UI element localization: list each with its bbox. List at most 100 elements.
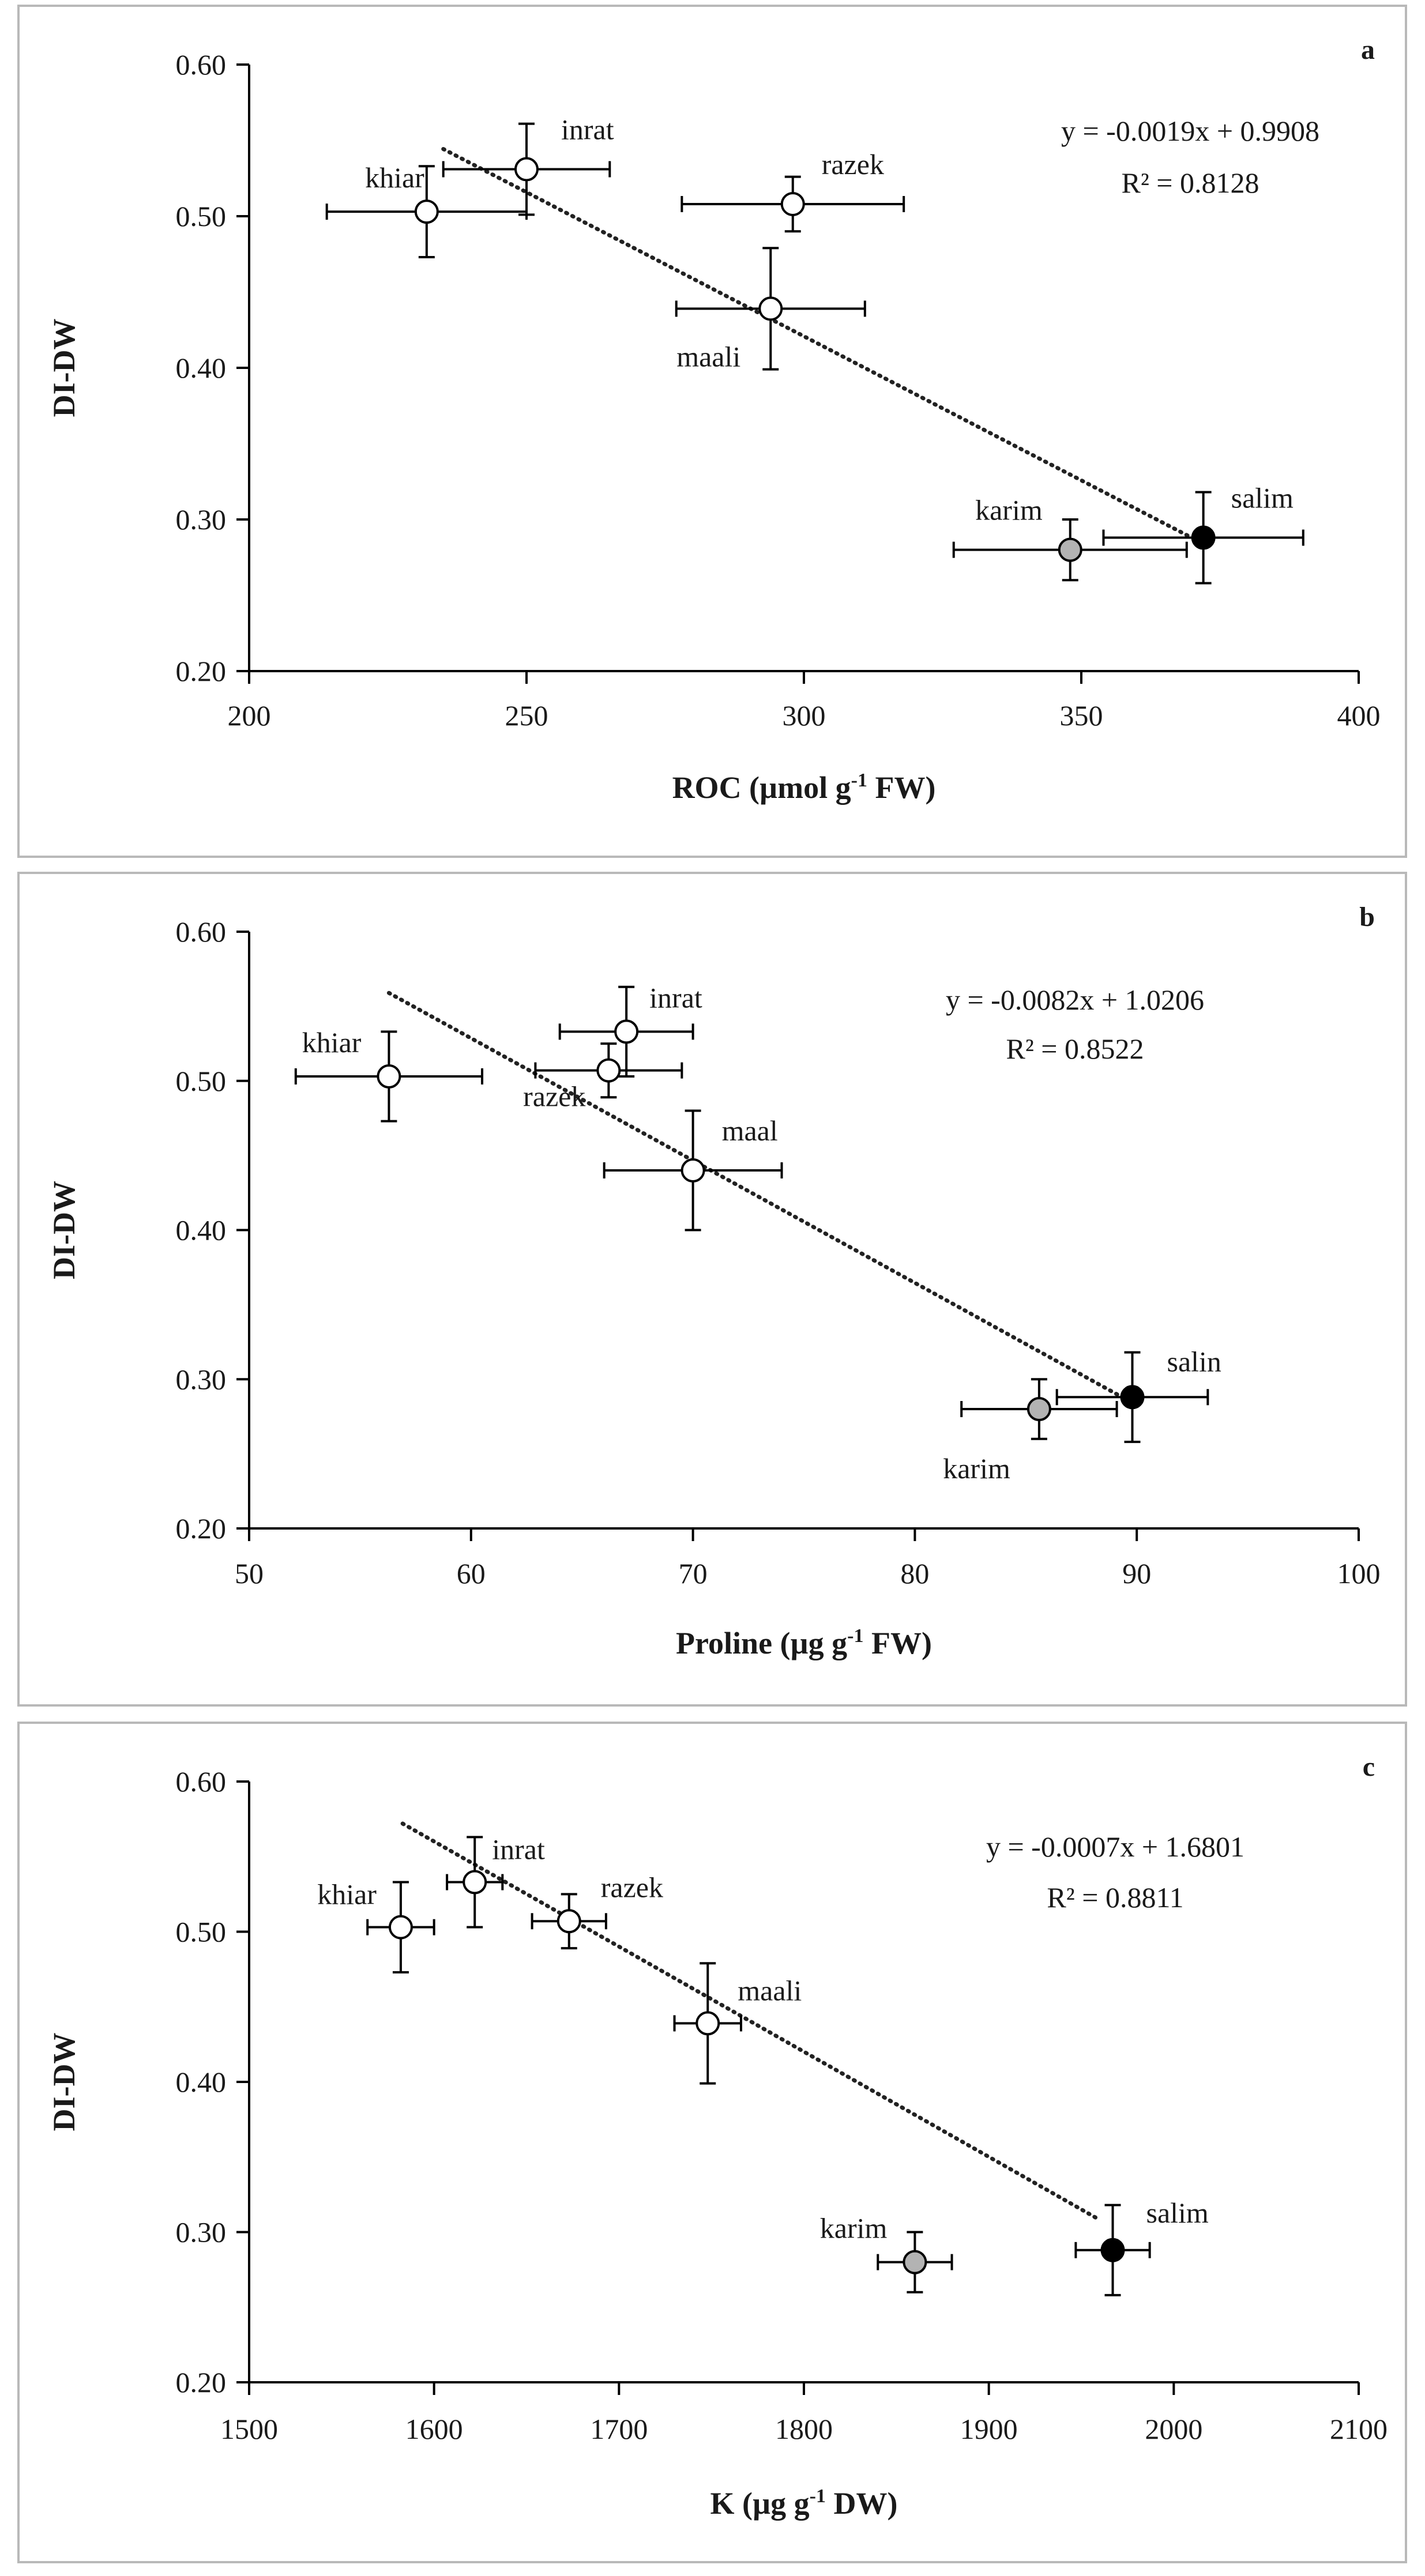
point-label-karim: karim xyxy=(975,494,1043,526)
point-label-inrat: inrat xyxy=(492,1833,545,1866)
data-point-maal xyxy=(680,1158,705,1182)
x-axis-title-superscript: -1 xyxy=(851,770,867,791)
y-tick-label: 0.20 xyxy=(176,655,227,687)
point-label-khiar: khiar xyxy=(317,1878,377,1911)
y-axis-title: DI-DW xyxy=(47,319,81,417)
data-point-razek xyxy=(557,1909,581,1934)
data-point-khiar xyxy=(388,1915,413,1939)
y-tick-label: 0.40 xyxy=(176,352,227,384)
point-label-karim: karim xyxy=(820,2212,888,2244)
trendline xyxy=(441,146,1194,540)
r-squared-label: R² = 0.8128 xyxy=(1121,167,1259,199)
regression-equation: y = -0.0007x + 1.6801 xyxy=(986,1831,1244,1863)
panel-letter: c xyxy=(1363,1752,1375,1782)
data-point-karim xyxy=(1027,1397,1051,1421)
x-axis-title-part: DW) xyxy=(826,2486,897,2521)
y-tick-label: 0.30 xyxy=(176,2216,227,2249)
point-label-salim: salim xyxy=(1146,2197,1209,2229)
point-label-salim: salim xyxy=(1231,482,1294,514)
data-point-inrat xyxy=(463,1870,487,1895)
x-tick-label: 80 xyxy=(900,1557,929,1590)
point-label-karim: karim xyxy=(943,1452,1010,1485)
panel-letter: b xyxy=(1359,902,1375,932)
data-point-razek xyxy=(596,1058,621,1083)
y-tick-label: 0.50 xyxy=(176,1916,227,1948)
point-label-khiar: khiar xyxy=(302,1026,362,1059)
x-axis-title: ROC (µmol g-1 FW) xyxy=(672,770,936,805)
x-axis-title-part: ROC (µmol g xyxy=(672,770,851,805)
data-point-salim xyxy=(1191,525,1216,550)
x-tick-label: 60 xyxy=(457,1557,486,1590)
y-tick-label: 0.30 xyxy=(176,503,227,536)
y-tick-label: 0.60 xyxy=(176,1765,227,1798)
data-point-maali xyxy=(695,2011,720,2036)
point-label-khiar: khiar xyxy=(365,161,424,194)
chart-svg-c: 0.20 0.30 0.40 0.50 0.60 1500 1600 1700 1800 1900… xyxy=(47,1752,1388,2521)
data-point-inrat xyxy=(614,1019,639,1044)
data-point-salin xyxy=(1120,1385,1145,1410)
x-tick-label: 1900 xyxy=(960,2413,1018,2445)
x-axis-title-part: K (µg g xyxy=(710,2486,810,2521)
x-tick-label: 90 xyxy=(1122,1557,1151,1590)
data-point-salim xyxy=(1100,2238,1125,2262)
point-label-razek: razek xyxy=(523,1080,585,1113)
point-label-maali: maali xyxy=(738,1974,802,2006)
point-label-inrat: inrat xyxy=(561,113,614,145)
x-tick-label: 400 xyxy=(1337,699,1381,732)
chart-svg-b: 0.20 0.30 0.40 0.50 0.60 50 60 70 80 90 100 Proline… xyxy=(47,902,1381,1660)
x-tick-label: 2000 xyxy=(1145,2413,1202,2445)
x-tick-label: 1600 xyxy=(405,2413,463,2445)
y-tick-label: 0.20 xyxy=(176,1512,227,1545)
regression-equation: y = -0.0019x + 0.9908 xyxy=(1061,115,1319,147)
data-point-maali xyxy=(758,296,783,321)
x-tick-label: 1500 xyxy=(220,2413,278,2445)
y-tick-label: 0.20 xyxy=(176,2366,227,2398)
x-tick-label: 100 xyxy=(1337,1557,1381,1590)
x-tick-label: 70 xyxy=(679,1557,708,1590)
x-tick-label: 50 xyxy=(235,1557,264,1590)
point-label-razek: razek xyxy=(601,1871,663,1903)
y-tick-label: 0.30 xyxy=(176,1363,227,1395)
point-label-inrat: inrat xyxy=(649,981,702,1014)
data-point-inrat xyxy=(514,157,539,182)
y-tick-label: 0.60 xyxy=(176,916,227,948)
x-tick-label: 200 xyxy=(228,699,271,732)
trendline xyxy=(400,1821,1102,2222)
data-point-khiar xyxy=(377,1064,401,1089)
x-axis-title: Proline (µg g-1 FW) xyxy=(676,1625,932,1660)
chart-svg-a: 0.20 0.30 0.40 0.50 0.60 200 250 300 350 400 ROC (… xyxy=(47,35,1381,805)
x-tick-label: 350 xyxy=(1060,699,1103,732)
r-squared-label: R² = 0.8811 xyxy=(1047,1881,1183,1914)
y-tick-label: 0.50 xyxy=(176,1065,227,1097)
x-axis-title-superscript: -1 xyxy=(847,1625,863,1647)
point-label-razek: razek xyxy=(822,148,884,180)
x-axis-title-part: FW) xyxy=(863,1626,931,1660)
trendline xyxy=(386,991,1123,1399)
x-tick-label: 2100 xyxy=(1330,2413,1388,2445)
point-label-maal: maal xyxy=(722,1114,778,1147)
chart-panel-b: 0.20 0.30 0.40 0.50 0.60 50 60 70 80 90 100 Proline… xyxy=(17,872,1407,1707)
chart-panel-c: 0.20 0.30 0.40 0.50 0.60 1500 1600 1700 1800 1900… xyxy=(17,1722,1407,2563)
data-point-khiar xyxy=(414,199,439,224)
point-label-maali: maali xyxy=(676,340,740,372)
chart-panel-a: 0.20 0.30 0.40 0.50 0.60 200 250 300 350 400 ROC (… xyxy=(17,5,1407,858)
y-tick-label: 0.40 xyxy=(176,2066,227,2098)
panel-letter: a xyxy=(1361,35,1375,65)
y-tick-label: 0.40 xyxy=(176,1214,227,1246)
y-tick-label: 0.50 xyxy=(176,200,227,232)
x-tick-label: 1800 xyxy=(775,2413,833,2445)
y-tick-label: 0.60 xyxy=(176,48,227,81)
r-squared-label: R² = 0.8522 xyxy=(1006,1033,1144,1065)
x-tick-label: 1700 xyxy=(590,2413,648,2445)
data-point-razek xyxy=(780,191,805,216)
data-point-karim xyxy=(1058,537,1082,562)
regression-equation: y = -0.0082x + 1.0206 xyxy=(946,984,1204,1016)
x-tick-label: 300 xyxy=(783,699,826,732)
x-axis-title: K (µg g-1 DW) xyxy=(710,2485,898,2521)
point-label-salin: salin xyxy=(1167,1345,1221,1377)
x-tick-label: 250 xyxy=(505,699,548,732)
x-axis-title-part: Proline (µg g xyxy=(676,1626,847,1660)
x-axis-title-superscript: -1 xyxy=(810,2485,826,2507)
x-axis-title-part: FW) xyxy=(867,770,935,805)
data-point-karim xyxy=(903,2250,927,2274)
